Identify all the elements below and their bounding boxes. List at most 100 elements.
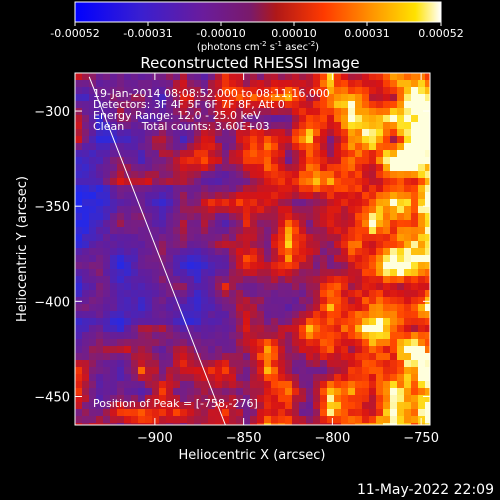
heatmap-cell — [418, 339, 425, 346]
heatmap-cell — [124, 346, 131, 353]
heatmap-cell — [278, 101, 285, 108]
heatmap-cell — [418, 255, 425, 262]
heatmap-cell — [313, 290, 320, 297]
heatmap-cell — [89, 94, 96, 101]
heatmap-cell — [117, 122, 124, 129]
heatmap-cell — [201, 136, 208, 143]
heatmap-cell — [320, 136, 327, 143]
heatmap-cell — [334, 318, 341, 325]
heatmap-cell — [159, 381, 166, 388]
heatmap-cell — [250, 87, 257, 94]
heatmap-cell — [341, 255, 348, 262]
heatmap-cell — [334, 178, 341, 185]
heatmap-cell — [166, 276, 173, 283]
heatmap-cell — [222, 402, 229, 409]
heatmap-cell — [404, 87, 411, 94]
heatmap-cell — [320, 339, 327, 346]
heatmap-cell — [229, 122, 236, 129]
heatmap-cell — [355, 367, 362, 374]
heatmap-cell — [320, 101, 327, 108]
heatmap-cell — [418, 304, 425, 311]
heatmap-cell — [131, 206, 138, 213]
heatmap-cell — [271, 388, 278, 395]
heatmap-cell — [117, 171, 124, 178]
heatmap-cell — [306, 192, 313, 199]
heatmap-cell — [355, 178, 362, 185]
heatmap-cell — [271, 136, 278, 143]
heatmap-cell — [124, 409, 131, 416]
heatmap-cell — [222, 234, 229, 241]
heatmap-cell — [145, 206, 152, 213]
heatmap-cell — [180, 311, 187, 318]
heatmap-cell — [201, 346, 208, 353]
heatmap-cell — [243, 73, 250, 80]
heatmap-cell — [264, 283, 271, 290]
heatmap-cell — [124, 360, 131, 367]
heatmap-cell — [292, 381, 299, 388]
heatmap-cell — [425, 171, 430, 178]
heatmap-cell — [145, 381, 152, 388]
heatmap-cell — [418, 143, 425, 150]
heatmap-cell — [278, 171, 285, 178]
heatmap-cell — [159, 157, 166, 164]
heatmap-cell — [131, 80, 138, 87]
heatmap-cell — [362, 199, 369, 206]
heatmap-cell — [425, 304, 430, 311]
heatmap-cell — [201, 304, 208, 311]
heatmap-cell — [306, 213, 313, 220]
heatmap-cell — [334, 276, 341, 283]
heatmap-cell — [418, 276, 425, 283]
heatmap-cell — [320, 157, 327, 164]
heatmap-cell — [152, 80, 159, 87]
heatmap-cell — [418, 297, 425, 304]
heatmap-cell — [390, 248, 397, 255]
heatmap-cell — [411, 150, 418, 157]
heatmap-cell — [194, 304, 201, 311]
heatmap-cell — [180, 290, 187, 297]
heatmap-cell — [299, 157, 306, 164]
heatmap-cell — [138, 297, 145, 304]
heatmap-cell — [145, 367, 152, 374]
heatmap-cell — [299, 297, 306, 304]
heatmap-cell — [390, 143, 397, 150]
heatmap-cell — [320, 150, 327, 157]
heatmap-cell — [215, 241, 222, 248]
heatmap-cell — [264, 199, 271, 206]
heatmap-cell — [222, 416, 229, 423]
heatmap-cell — [152, 220, 159, 227]
heatmap-cell — [89, 122, 96, 129]
heatmap-cell — [313, 80, 320, 87]
heatmap-cell — [110, 318, 117, 325]
heatmap-cell — [180, 108, 187, 115]
heatmap-cell — [110, 178, 117, 185]
heatmap-cell — [320, 129, 327, 136]
heatmap-cell — [292, 276, 299, 283]
heatmap-cell — [187, 304, 194, 311]
heatmap-cell — [180, 199, 187, 206]
heatmap-cell — [236, 423, 243, 425]
heatmap-cell — [390, 129, 397, 136]
heatmap-cell — [320, 206, 327, 213]
heatmap-cell — [369, 304, 376, 311]
heatmap-cell — [292, 143, 299, 150]
heatmap-cell — [250, 311, 257, 318]
heatmap-cell — [110, 325, 117, 332]
heatmap-cell — [257, 206, 264, 213]
heatmap-cell — [75, 199, 82, 206]
heatmap-cell — [152, 367, 159, 374]
heatmap-cell — [285, 108, 292, 115]
heatmap-cell — [117, 80, 124, 87]
heatmap-cell — [159, 241, 166, 248]
heatmap-cell — [75, 87, 82, 94]
heatmap-cell — [306, 297, 313, 304]
heatmap-cell — [376, 402, 383, 409]
heatmap-cell — [250, 360, 257, 367]
heatmap-cell — [285, 388, 292, 395]
heatmap-cell — [96, 80, 103, 87]
heatmap-cell — [117, 262, 124, 269]
heatmap-cell — [355, 234, 362, 241]
heatmap-cell — [348, 150, 355, 157]
heatmap-cell — [264, 164, 271, 171]
heatmap-cell — [257, 269, 264, 276]
heatmap-cell — [264, 367, 271, 374]
